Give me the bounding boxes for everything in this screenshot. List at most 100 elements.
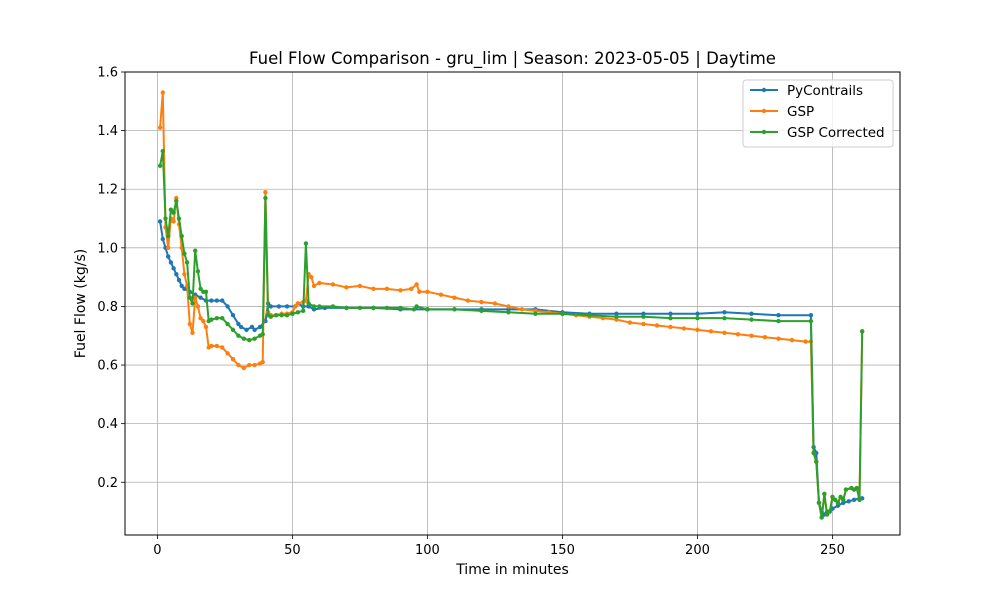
data-point-pycontrails — [808, 313, 814, 318]
data-point-gsp — [384, 286, 390, 292]
legend-marker-gsp-corrected — [761, 129, 767, 135]
data-point-gsp-corrected — [749, 317, 754, 322]
data-point-gsp-corrected — [163, 216, 168, 221]
data-point-gsp-corrected — [279, 313, 284, 318]
data-point-gsp — [438, 292, 444, 297]
data-point-pycontrails — [209, 298, 214, 303]
data-point-gsp — [225, 351, 230, 356]
data-point-gsp-corrected — [193, 248, 198, 253]
data-point-gsp-corrected — [854, 485, 859, 491]
data-point-gsp-corrected — [230, 327, 236, 333]
data-point-gsp-corrected — [425, 307, 430, 312]
x-tick-label: 250 — [820, 543, 845, 558]
data-point-gsp — [198, 315, 203, 321]
data-point-gsp — [722, 330, 727, 335]
data-point-gsp — [803, 339, 808, 344]
data-point-gsp-corrected — [274, 313, 279, 318]
data-point-gsp-corrected — [357, 305, 363, 311]
data-point-gsp — [409, 286, 414, 292]
data-point-pycontrails — [220, 298, 225, 303]
data-point-gsp — [241, 365, 247, 371]
data-point-gsp-corrected — [268, 314, 274, 319]
data-point-pycontrails — [174, 272, 179, 277]
data-point-gsp — [160, 90, 165, 95]
data-point-gsp-corrected — [857, 497, 862, 503]
data-point-gsp — [187, 321, 193, 327]
data-point-pycontrails — [749, 311, 754, 316]
data-point-gsp-corrected — [236, 333, 241, 338]
chart-title: Fuel Flow Comparison - gru_lim | Season:… — [249, 49, 776, 69]
data-point-gsp — [506, 304, 511, 309]
data-point-pycontrails — [176, 277, 182, 283]
data-point-pycontrails — [257, 324, 263, 330]
data-point-gsp-corrected — [171, 210, 176, 215]
legend-label-gsp-corrected: GSP Corrected — [787, 125, 885, 141]
data-point-gsp — [193, 295, 198, 300]
data-point-gsp-corrected — [174, 198, 179, 204]
y-tick-label: 0.2 — [97, 476, 118, 491]
data-point-pycontrails — [230, 313, 236, 318]
data-point-gsp-corrected — [411, 307, 417, 312]
data-point-gsp-corrected — [371, 305, 376, 311]
data-point-pycontrails — [668, 311, 673, 316]
data-point-pycontrails — [171, 266, 176, 271]
legend-item-gsp: GSP — [750, 104, 814, 120]
data-point-gsp — [398, 288, 403, 293]
data-point-gsp — [230, 356, 236, 362]
data-point-gsp-corrected — [260, 332, 265, 337]
data-point-gsp-corrected — [241, 336, 247, 341]
data-point-pycontrails — [179, 283, 184, 289]
y-tick-label: 1.0 — [97, 241, 118, 256]
data-point-gsp — [708, 329, 714, 334]
data-point-gsp-corrected — [247, 337, 252, 343]
x-tick-label: 100 — [415, 543, 440, 558]
data-point-gsp — [182, 272, 187, 277]
data-point-gsp — [220, 345, 225, 350]
data-point-gsp — [330, 282, 336, 287]
data-point-gsp-corrected — [184, 260, 190, 265]
data-point-gsp-corrected — [252, 336, 257, 341]
data-point-gsp-corrected — [814, 459, 819, 464]
data-point-gsp-corrected — [198, 286, 203, 292]
data-point-pycontrails — [249, 324, 255, 330]
data-point-pycontrails — [236, 321, 241, 327]
data-point-gsp-corrected — [384, 305, 390, 311]
data-point-gsp-corrected — [533, 311, 538, 316]
data-point-gsp — [201, 318, 206, 324]
legend-label-gsp: GSP — [787, 104, 814, 120]
data-point-gsp-corrected — [311, 304, 317, 309]
legend-item-pycontrails: PyContrails — [750, 83, 863, 99]
plot-frame — [124, 71, 901, 536]
data-point-gsp-corrected — [187, 295, 193, 300]
data-point-gsp — [209, 343, 214, 349]
data-point-pycontrails — [198, 295, 203, 300]
data-point-gsp-corrected — [614, 314, 619, 319]
data-point-gsp-corrected — [414, 304, 419, 309]
data-point-gsp-corrected — [830, 494, 835, 500]
data-point-gsp-corrected — [330, 304, 336, 309]
data-point-gsp-corrected — [808, 318, 814, 324]
data-point-pycontrails — [776, 313, 781, 318]
data-point-gsp-corrected — [290, 311, 295, 316]
series-layer — [157, 90, 865, 520]
data-point-gsp — [357, 283, 363, 289]
data-point-gsp-corrected — [306, 301, 311, 306]
data-point-pycontrails — [244, 327, 249, 333]
data-point-gsp — [260, 359, 265, 365]
data-point-gsp — [479, 299, 484, 305]
data-point-gsp-corrected — [398, 305, 403, 311]
data-point-pycontrails — [252, 327, 257, 333]
data-point-gsp-corrected — [587, 313, 592, 318]
data-point-gsp — [195, 304, 201, 309]
data-point-pycontrails — [166, 254, 171, 259]
data-point-gsp — [371, 286, 376, 292]
data-point-gsp-corrected — [295, 310, 301, 315]
data-point-pycontrails — [182, 286, 187, 292]
data-point-gsp-corrected — [841, 497, 846, 503]
data-point-gsp — [203, 324, 209, 330]
data-point-gsp — [668, 324, 673, 330]
data-point-pycontrails — [225, 304, 230, 309]
data-point-gsp — [309, 274, 314, 280]
data-point-gsp-corrected — [824, 512, 830, 517]
